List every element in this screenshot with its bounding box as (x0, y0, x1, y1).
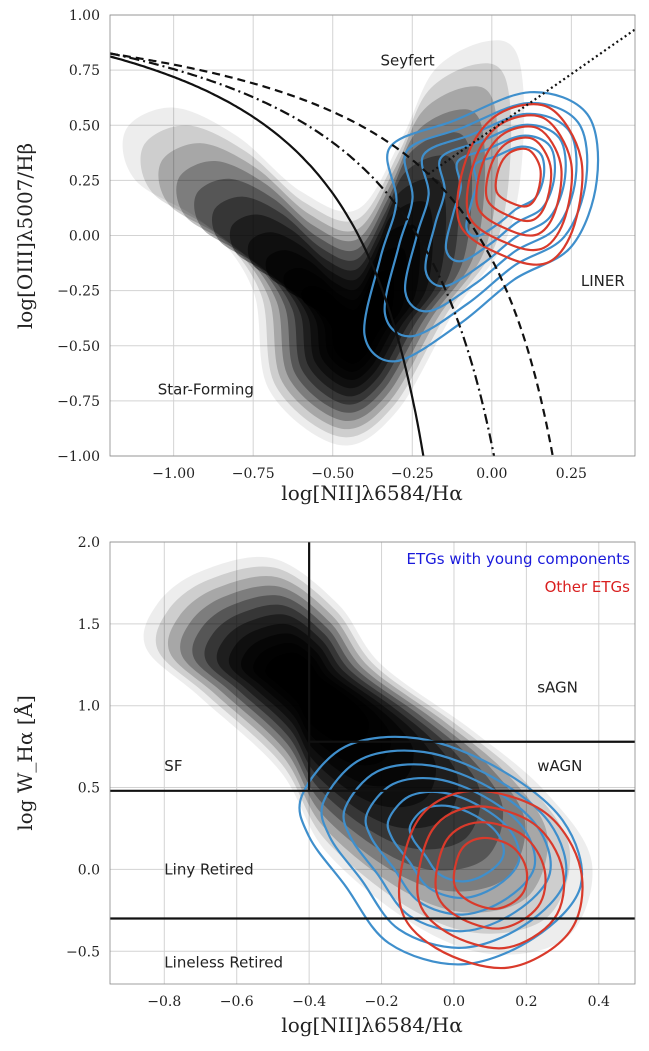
contour-line (320, 749, 568, 949)
y-tick-label: 0.50 (69, 118, 100, 134)
plot-frame (109, 14, 636, 457)
y-tick-label: 1.0 (78, 699, 100, 715)
y-tick-label: 0.00 (69, 229, 100, 245)
kde-level (176, 109, 486, 422)
x-tick-label: −0.8 (147, 994, 181, 1010)
curve-dashdot (110, 52, 496, 456)
legend-entry: ETGs with young components (407, 550, 631, 568)
kde-level (289, 671, 325, 703)
y-tick-label: 0.0 (78, 862, 100, 878)
region-label: Seyfert (380, 52, 434, 70)
x-tick-label: 0.00 (476, 466, 507, 482)
x-tick-label: −0.75 (232, 466, 275, 482)
y-tick-label: −0.5 (66, 944, 100, 960)
x-tick-labels: −1.00 −0.75 −0.50 −0.25 0.00 0.25 (152, 466, 587, 482)
bpt-diagram-panel: −1.00 −0.75 −0.50 −0.25 0.00 0.25 −1.00−0.75−… (13, 8, 636, 505)
region-label: SF (164, 757, 182, 775)
young-components-contours (363, 91, 600, 363)
x-tick-label: −0.6 (220, 994, 254, 1010)
legend-entry: Other ETGs (545, 578, 631, 596)
contour-line (475, 125, 563, 237)
y-tick-label: 2.0 (78, 535, 100, 551)
contour-line (434, 821, 547, 930)
curve-dashed (110, 52, 554, 456)
contour-line (342, 763, 552, 933)
contour-line (452, 836, 529, 910)
x-axis-label: log[NII]λ6584/Hα (281, 1013, 462, 1037)
contour-line (386, 790, 521, 900)
y-tick-labels: −0.5 0.0 0.5 1.0 1.5 2.0 (66, 535, 100, 960)
contour-line (298, 735, 584, 966)
contour-line (465, 145, 546, 238)
y-tick-label: −0.75 (57, 394, 100, 410)
x-tick-label: −1.00 (152, 466, 195, 482)
y-axis-label: log W_Hα [Å] (12, 695, 37, 831)
contour-line (398, 789, 584, 970)
whan-diagram-panel: −0.8 −0.6 −0.4 −0.2 0.0 0.2 0.4 −0.5 0.0 0.5 1.0 1… (12, 535, 636, 1037)
x-tick-label: −0.50 (311, 466, 354, 482)
young-components-contours (298, 735, 584, 966)
x-tick-labels: −0.8 −0.6 −0.4 −0.2 0.0 0.2 0.4 (147, 994, 610, 1010)
x-tick-label: 0.0 (443, 994, 465, 1010)
y-tick-labels: −1.00 −0.75 −0.50 −0.25 0.00 0.25 0.50 0.75 1.00 (57, 8, 100, 465)
y-tick-label: 0.25 (69, 173, 100, 189)
y-axis-label: log[OIII]λ5007/Hβ (13, 143, 37, 329)
region-label: sAGN (537, 679, 578, 697)
kde-level (140, 63, 512, 438)
x-tick-label: 0.4 (588, 994, 610, 1010)
kde-level (158, 86, 499, 430)
legend: ETGs with young components Other ETGs (407, 550, 631, 596)
other-etgs-contours (456, 103, 584, 266)
curve-dotted (427, 28, 635, 176)
y-tick-label: −0.50 (57, 339, 100, 355)
x-tick-label: −0.25 (391, 466, 434, 482)
y-tick-label: 1.00 (69, 8, 100, 24)
region-label: wAGN (537, 757, 582, 775)
contour-line (364, 776, 537, 916)
contour-line (424, 123, 567, 288)
kde-level (211, 155, 460, 405)
kde-level (337, 316, 369, 348)
demarcation-lines (110, 542, 635, 920)
y-tick-label: −0.25 (57, 284, 100, 300)
x-tick-label: 0.25 (556, 466, 587, 482)
y-tick-label: −1.00 (57, 449, 100, 465)
curve-solid (110, 55, 425, 456)
contour-line (363, 91, 600, 363)
kde-density-fill (122, 40, 525, 446)
y-tick-label: 0.5 (78, 781, 100, 797)
contour-line (494, 147, 542, 208)
contour-line (465, 114, 574, 252)
y-tick-label: 0.75 (69, 63, 100, 79)
x-tick-label: 0.2 (515, 994, 537, 1010)
region-label: Liny Retired (164, 860, 253, 878)
demarcation-curves (110, 28, 635, 456)
region-label: LINER (581, 272, 625, 290)
kde-density-fill (143, 556, 593, 955)
region-label: Star-Forming (158, 380, 254, 398)
y-tick-label: 1.5 (78, 617, 100, 633)
plot-frame (109, 541, 636, 985)
contour-line (484, 136, 553, 223)
x-tick-label: −0.4 (292, 994, 326, 1010)
region-label: Lineless Retired (164, 954, 283, 972)
contour-line (383, 101, 589, 338)
contour-line (444, 134, 557, 263)
region-labels: sAGN wAGN SF Liny Retired Lineless Retired (164, 679, 582, 972)
contour-line (456, 103, 584, 266)
contour-line (408, 804, 505, 883)
x-axis-label: log[NII]λ6584/Hα (281, 481, 462, 505)
kde-level (122, 40, 525, 446)
region-labels: Seyfert LINER Star-Forming (158, 52, 625, 399)
kde-level (194, 132, 473, 413)
x-tick-label: −0.2 (365, 994, 399, 1010)
